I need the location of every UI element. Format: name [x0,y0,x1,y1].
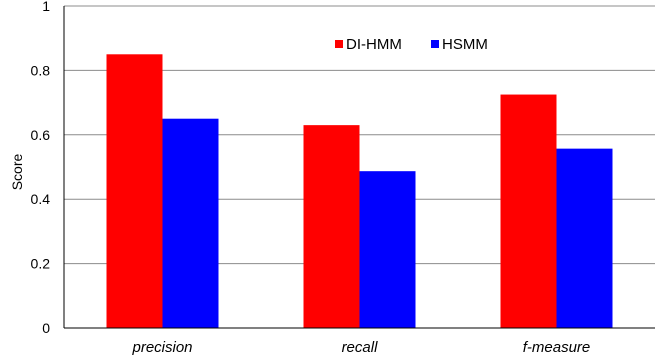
bar-di-hmm-f-measure [500,94,557,328]
x-tick-label: recall [342,339,379,356]
x-tick-label: precision [131,339,192,356]
legend-label: HSMM [442,36,488,53]
bar-hsmm-f-measure [556,148,613,328]
x-tick-label: f-measure [523,339,591,356]
y-tick-label: 0.8 [31,62,51,78]
legend: DI-HMM HSMM [335,36,488,53]
x-tick-labels: precision recall f-measure [131,339,590,356]
y-tick-label: 0 [42,320,50,336]
bar-di-hmm-recall [303,125,360,328]
y-tick-label: 0.6 [31,127,51,143]
y-tick-label: 0.2 [31,256,51,272]
axes [63,6,655,329]
bar-di-hmm-precision [106,54,163,329]
y-axis-title: Score [9,154,25,191]
bar-hsmm-recall [359,171,416,328]
legend-swatch [431,40,439,48]
bars [106,54,613,329]
y-tick-label: 1 [42,0,50,14]
y-tick-label: 0.4 [31,191,51,207]
bar-hsmm-precision [162,118,219,328]
legend-swatch [335,40,343,48]
y-tick-labels: 0 0.2 0.4 0.6 0.8 1 [31,0,51,336]
legend-label: DI-HMM [346,36,402,53]
